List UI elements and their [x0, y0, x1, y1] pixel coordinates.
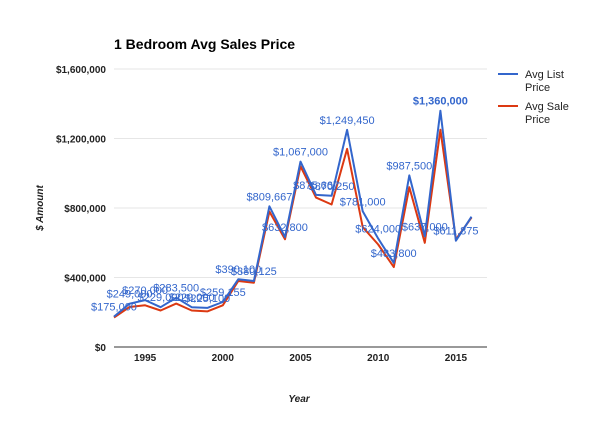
data-label: $632,800: [262, 222, 308, 234]
x-tick-label: 2005: [289, 353, 312, 364]
data-label: $624,000: [355, 224, 401, 236]
legend-label: Avg List: [525, 69, 564, 81]
legend-label: Price: [525, 114, 550, 126]
x-tick-label: 2010: [367, 353, 390, 364]
data-label: $1,360,000: [413, 96, 468, 108]
data-label: $270,000: [122, 285, 168, 297]
data-label: $781,000: [340, 196, 386, 208]
data-label: $175,000: [91, 302, 137, 314]
data-label: $637,000: [402, 221, 448, 233]
y-axis-ticks: $0 $400,000 $800,000 $1,200,000 $1,600,000: [56, 65, 106, 354]
x-axis-label: Year: [288, 394, 310, 405]
x-tick-label: 1995: [134, 353, 157, 364]
gridlines: [114, 68, 487, 348]
data-label: $809,667: [246, 191, 292, 203]
data-label: $1,067,000: [273, 147, 328, 159]
data-label: $611,875: [433, 226, 478, 238]
data-label: $225,100: [184, 293, 230, 305]
data-label: $483,800: [371, 248, 417, 260]
chart-title: 1 Bedroom Avg Sales Price: [114, 36, 295, 52]
x-tick-label: 2015: [445, 353, 468, 364]
data-label: $390,100: [215, 264, 261, 276]
y-tick-label: $1,200,000: [56, 135, 106, 146]
series-line-avg-list-price: [113, 109, 473, 318]
series-lines: [113, 109, 473, 319]
data-label: $870,250: [309, 181, 355, 193]
y-tick-label: $400,000: [64, 274, 106, 285]
y-tick-label: $0: [95, 343, 107, 354]
y-tick-label: $1,600,000: [56, 65, 106, 76]
data-label: $283,500: [153, 283, 199, 295]
data-label: $259,155: [200, 287, 246, 299]
data-labels: $175,000$249,000$270,000$229,000$283,500…: [91, 96, 478, 314]
y-tick-label: $800,000: [64, 204, 106, 215]
data-label: $229,000: [169, 292, 215, 304]
y-axis-label: $ Amount: [35, 184, 46, 231]
x-tick-label: 2000: [212, 353, 235, 364]
data-label: $987,500: [386, 160, 432, 172]
data-label: $1,249,450: [320, 115, 375, 127]
data-label: $875,667: [293, 180, 339, 192]
data-label: $229,000: [138, 292, 184, 304]
legend-label: Avg Sale: [525, 101, 569, 113]
data-label: $249,000: [107, 289, 153, 301]
x-axis-ticks: 1995 2000 2005 2010 2015: [134, 353, 468, 364]
legend-label: Price: [525, 82, 550, 94]
data-label: $380,125: [231, 266, 277, 278]
